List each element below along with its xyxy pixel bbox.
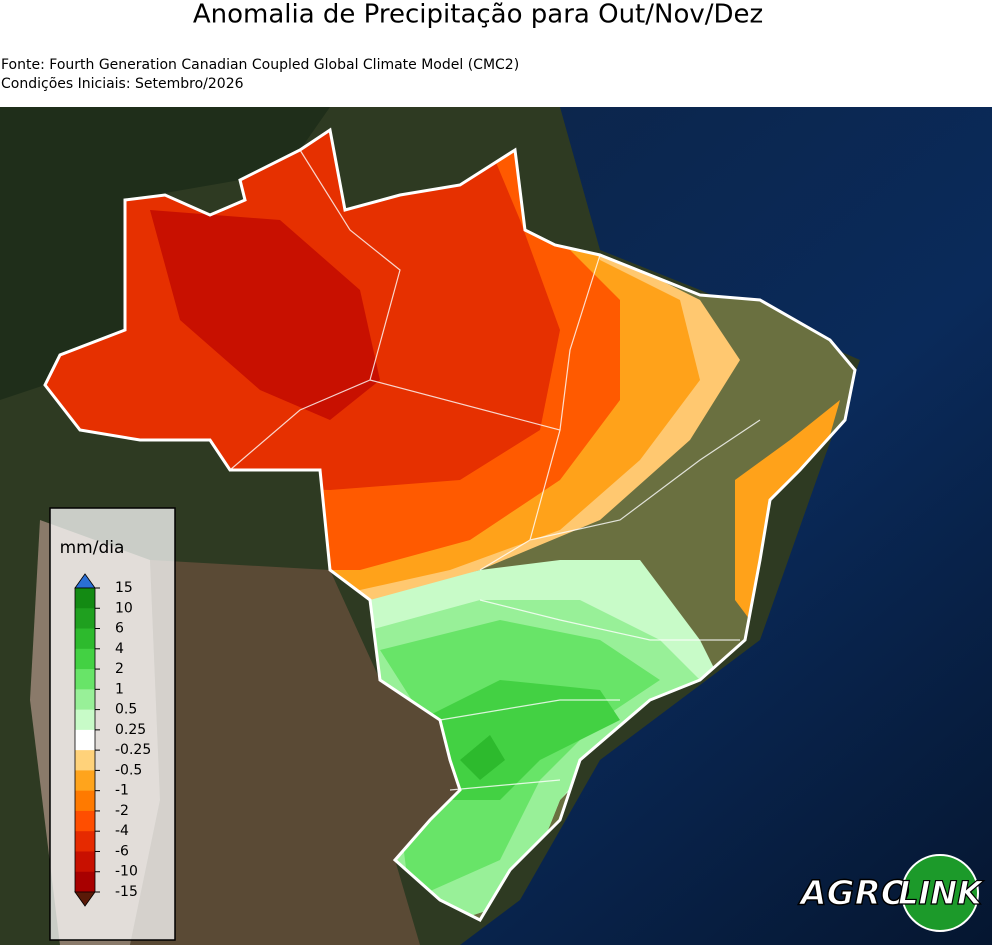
colorbar-tick-label: 6 xyxy=(115,621,124,637)
colorbar-tick-label: 2 xyxy=(115,661,124,677)
colorbar-segment xyxy=(75,608,95,630)
colorbar-tick-label: -4 xyxy=(115,823,129,839)
colorbar-segment xyxy=(75,648,95,670)
colorbar-tick-label: 4 xyxy=(115,641,124,657)
colorbar-segment xyxy=(75,831,95,852)
colorbar-segment xyxy=(75,628,95,650)
colorbar-tick-label: 1 xyxy=(115,681,124,697)
source: Fonte: Fourth Generation Canadian Couple… xyxy=(1,57,519,73)
colorbar-tick-label: -10 xyxy=(115,864,138,880)
colorbar-segment xyxy=(75,770,95,792)
colorbar-tick-label: -0.25 xyxy=(115,742,151,758)
colorbar-tick-label: 0.25 xyxy=(115,722,146,738)
colorbar-tick-label: 0.5 xyxy=(115,702,137,718)
colorbar-segment xyxy=(75,851,95,873)
colorbar-segment xyxy=(75,750,95,771)
colorbar-tick-label: -15 xyxy=(115,884,138,900)
colorbar-tick-label: -6 xyxy=(115,843,129,859)
colorbar-segment xyxy=(75,689,95,711)
colorbar-tick-label: -1 xyxy=(115,783,129,799)
colorbar-tick-label: -2 xyxy=(115,803,129,819)
colorbar-segment xyxy=(75,588,95,609)
colorbar-segment xyxy=(75,790,95,812)
colorbar-segment xyxy=(75,709,95,731)
logo-link: LINK xyxy=(898,874,984,912)
colorbar-segment xyxy=(75,669,95,690)
colorbar-segment xyxy=(75,810,95,832)
legend: mm/dia 15 10 6 4 2 1 0.5 0.25 -0.25 -0.5 -1 -2 -4 -6 -… xyxy=(49,507,176,941)
legend-unit: mm/dia xyxy=(60,538,125,558)
colorbar-segment xyxy=(75,729,95,751)
colorbar-tick-label: -0.5 xyxy=(115,762,142,778)
logo-agro: AGRO xyxy=(797,874,909,914)
colorbar-tick-label: 10 xyxy=(115,600,133,616)
colorbar-segment xyxy=(75,871,95,893)
colorbar-frame xyxy=(74,587,96,893)
colorbar-tick-label: 15 xyxy=(115,580,133,596)
initial-conditions: Condições Iniciais: Setembro/2026 xyxy=(1,76,244,92)
logo: AGRO LINK xyxy=(797,854,985,932)
title: Anomalia de Precipitação para Out/Nov/De… xyxy=(193,0,763,30)
map xyxy=(0,107,992,945)
